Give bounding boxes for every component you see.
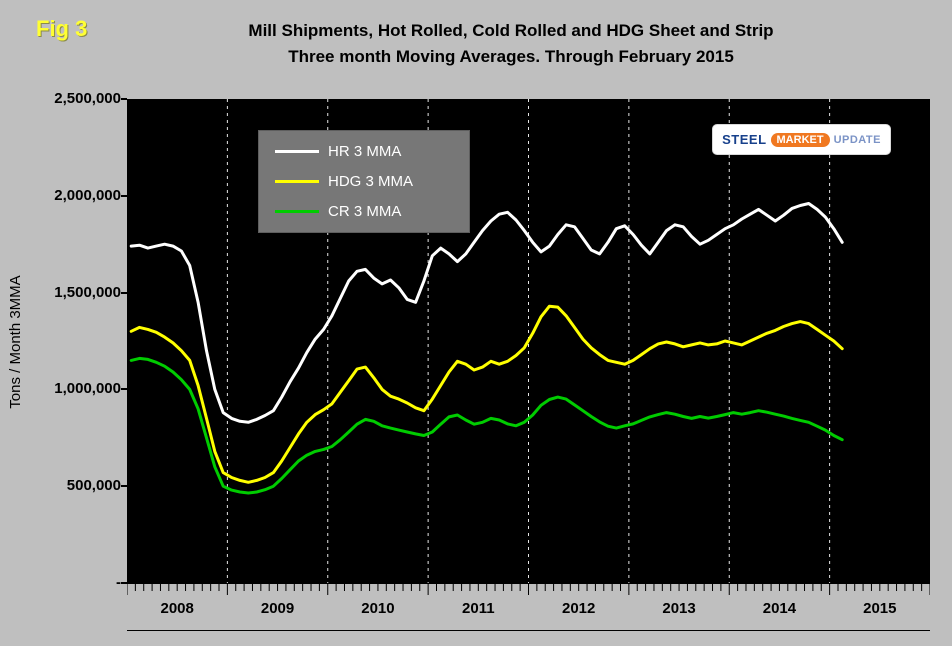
y-tick-mark [121, 582, 127, 584]
figure-number-label: Fig 3 [36, 16, 88, 41]
legend-item-cr: CR 3 MMA [275, 203, 453, 220]
y-tick-label: - [116, 574, 121, 591]
y-tick-mark [121, 388, 127, 391]
y-tick-mark [121, 98, 127, 100]
y-tick-label: 1,000,000 [54, 380, 121, 398]
cr-3-mma-line [129, 356, 844, 495]
legend-label-hdg: HDG 3 MMA [328, 173, 414, 190]
y-tick-mark [121, 194, 127, 197]
y-axis-title: Tons / Month 3MMA [7, 275, 24, 409]
hr-3-mma-line [129, 202, 844, 424]
hdg-3-mma-line [129, 304, 844, 484]
y-tick-label: 500,000 [66, 477, 121, 495]
x-axis-svg: 2008 2009 2010 2011 2012 2013 2014 2015 [126, 583, 931, 631]
cr-line-swatch [275, 210, 319, 213]
hr-line-swatch [275, 150, 319, 153]
legend-item-hdg: HDG 3 MMA [275, 173, 453, 190]
legend-label-hr: HR 3 MMA [328, 143, 402, 160]
x-axis-year-label: 2015 [863, 600, 896, 617]
legend-label-cr: CR 3 MMA [328, 203, 402, 220]
logo-market-badge: MARKET [770, 132, 830, 147]
x-axis-year-label: 2010 [361, 600, 394, 617]
y-tick-mark [121, 291, 127, 294]
x-axis-year-label: 2011 [462, 600, 495, 617]
logo-update-text: UPDATE [833, 133, 881, 146]
chart-title: Mill Shipments, Hot Rolled, Cold Rolled … [110, 18, 912, 71]
y-tick-label: 1,500,000 [54, 283, 121, 301]
y-tick-label: 2,500,000 [54, 90, 121, 107]
hdg-line-swatch [275, 180, 319, 183]
legend: HR 3 MMA HDG 3 MMA CR 3 MMA [258, 130, 470, 233]
steel-market-update-logo: STEEL MARKET UPDATE [713, 125, 890, 154]
y-tick-mark [121, 485, 127, 488]
x-axis-year-label: 2014 [763, 600, 797, 617]
plot-svg [129, 99, 844, 583]
x-axis-year-label: 2008 [161, 600, 194, 617]
logo-steel-text: STEEL [722, 132, 767, 147]
x-axis-year-label: 2013 [662, 600, 695, 617]
chart-title-line1: Mill Shipments, Hot Rolled, Cold Rolled … [248, 21, 774, 40]
y-tick-label: 2,000,000 [54, 186, 121, 204]
plot-area: HR 3 MMA HDG 3 MMA CR 3 MMA STEEL MARKET… [127, 99, 930, 583]
x-axis-year-label: 2012 [562, 600, 595, 617]
x-axis-year-label: 2009 [261, 600, 294, 617]
legend-item-hr: HR 3 MMA [275, 143, 453, 160]
x-axis: 2008 2009 2010 2011 2012 2013 2014 2015 [126, 583, 931, 635]
chart-title-line2: Three month Moving Averages. Through Feb… [288, 47, 734, 67]
